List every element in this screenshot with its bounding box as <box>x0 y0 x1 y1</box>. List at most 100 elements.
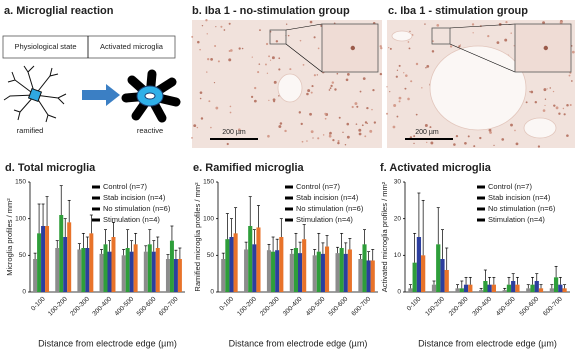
cell-stain <box>398 64 401 67</box>
x-tick-label: 500-600 <box>328 295 350 317</box>
ramified-cell <box>3 65 67 123</box>
cell-stain <box>331 81 335 84</box>
cell-stain <box>193 124 197 128</box>
cell-stain <box>396 69 399 71</box>
cell-stain <box>389 91 391 93</box>
y-tick-label: 50 <box>207 252 215 259</box>
cell-stain <box>510 123 513 127</box>
cell-stain <box>395 75 398 78</box>
vessel <box>523 117 557 139</box>
panel-b-title: b. Iba 1 - no-stimulation group <box>192 5 350 17</box>
cell-stain <box>191 35 194 38</box>
bar <box>511 281 516 292</box>
bar <box>229 237 234 292</box>
state-label: Activated microglia <box>100 42 164 51</box>
bar <box>553 277 559 292</box>
cell-stain <box>546 88 548 90</box>
x-tick-label: 300-400 <box>471 295 493 317</box>
cell-stain <box>393 104 397 107</box>
bar <box>558 284 563 292</box>
cell-stain <box>431 50 435 53</box>
cell-stain <box>268 55 270 58</box>
cell-stain <box>273 80 277 84</box>
bar <box>155 248 160 292</box>
bar <box>459 288 464 292</box>
bar <box>320 253 325 292</box>
cell-stain <box>313 36 316 39</box>
y-axis-label: Ramified microglia profiles / mm² <box>193 182 202 292</box>
bar <box>252 244 257 292</box>
cell-stain <box>284 129 287 133</box>
cell-stain <box>396 115 399 118</box>
cell-stain <box>566 134 569 137</box>
micrographs <box>191 19 575 148</box>
cell-stain <box>213 82 216 84</box>
branch <box>3 65 67 123</box>
state-box <box>2 35 176 59</box>
cell-stain <box>514 129 516 132</box>
cell-stain <box>364 121 368 124</box>
legend-label: Stimulation (n=4) <box>488 215 545 224</box>
cell-stain <box>430 141 434 145</box>
bar <box>526 288 531 292</box>
inset-cell <box>543 45 548 51</box>
cell-stain <box>324 117 327 120</box>
chart-title: f. Activated microglia <box>380 162 492 174</box>
x-tick-label: 400-500 <box>113 295 135 317</box>
bar <box>169 240 174 292</box>
bar <box>463 284 469 292</box>
cell-stain <box>407 41 410 43</box>
cell-stain <box>351 105 354 109</box>
y-axis-label: Microglia profiles / mm² <box>5 198 14 276</box>
cell-stain <box>199 48 201 51</box>
panel-title: Microglial reaction <box>16 5 113 17</box>
cell-stain <box>201 24 204 27</box>
cell-stain <box>426 65 430 68</box>
cell-stain <box>199 97 202 100</box>
bar <box>444 270 449 292</box>
cell-stain <box>312 137 314 139</box>
bar <box>343 253 348 292</box>
cell-stain <box>266 72 269 74</box>
cell-stain <box>358 132 362 136</box>
cell-stain <box>407 97 410 101</box>
scale-label: 200 µm <box>222 129 246 136</box>
cell-stain <box>424 23 426 25</box>
bar <box>151 251 156 292</box>
cell-stain <box>558 112 561 115</box>
bar <box>81 248 86 292</box>
panel-label: b. <box>192 5 202 17</box>
cell-stain <box>542 21 545 25</box>
legend-label: No stimulation (n=6) <box>488 204 556 213</box>
cell-stain <box>250 95 254 98</box>
cell-stain <box>228 49 231 52</box>
cell-stain <box>553 104 556 107</box>
bar <box>436 244 441 292</box>
cell-stain <box>316 74 318 76</box>
panel-label: c. <box>388 5 397 17</box>
bar <box>45 226 50 292</box>
cell-stain <box>436 23 440 27</box>
cell-stain <box>313 74 316 77</box>
cell-stain <box>408 47 411 50</box>
cell-stain <box>346 122 350 126</box>
cell-stain <box>317 137 320 140</box>
cell-stain <box>493 144 495 147</box>
cell-stain <box>379 72 383 76</box>
bar <box>143 251 148 292</box>
cell-stain <box>267 134 270 138</box>
bar <box>225 239 230 292</box>
cell-stain <box>459 44 461 46</box>
cell-stain <box>544 98 547 100</box>
bar <box>302 239 307 292</box>
x-tick-label: 600-700 <box>542 295 564 317</box>
panel-title: Iba 1 - no-stimulation group <box>205 5 350 17</box>
cell-stain <box>210 58 213 61</box>
cell-stain <box>525 101 528 104</box>
zoom-line <box>449 23 516 29</box>
cell-stain <box>309 112 312 116</box>
cell-stain <box>471 23 475 26</box>
bar <box>412 262 417 292</box>
cell-stain <box>388 46 390 49</box>
